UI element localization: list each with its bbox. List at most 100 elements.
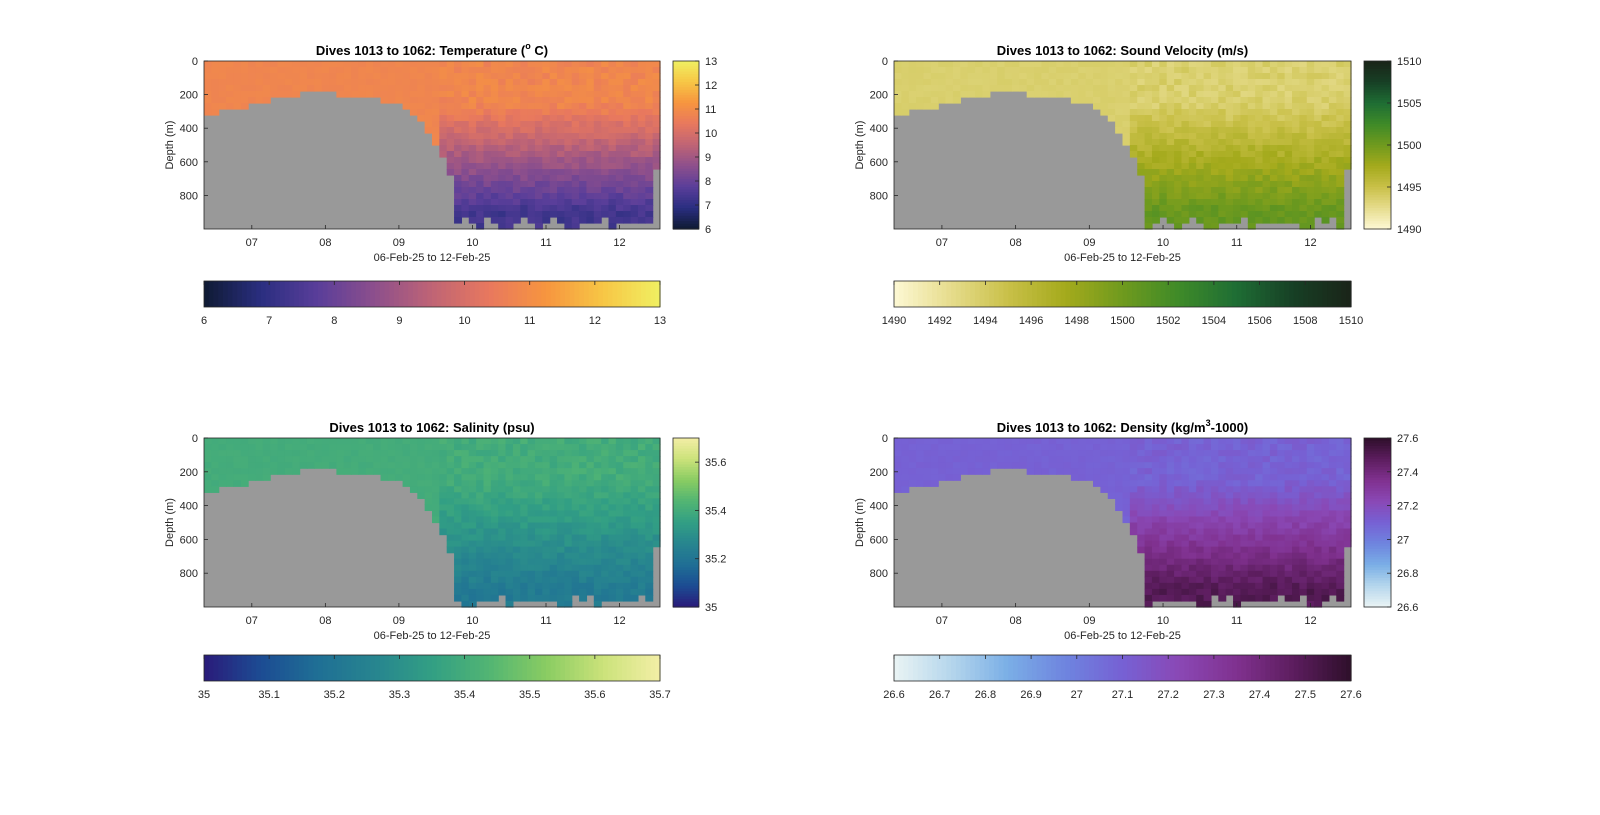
heatmap-cell <box>512 85 521 92</box>
heatmap-cell <box>637 145 646 152</box>
heatmap-cell <box>468 546 477 554</box>
heatmap-cell <box>637 504 646 512</box>
heatmap-cell <box>534 444 543 451</box>
colorbar-swatch <box>1203 281 1209 307</box>
heatmap-cell <box>1336 73 1345 80</box>
colorbar-swatch <box>673 488 699 492</box>
heatmap-cell <box>630 450 639 457</box>
heatmap-cell <box>615 217 624 224</box>
heatmap-cell <box>615 480 624 487</box>
heatmap-cell <box>652 456 661 463</box>
heatmap-cell <box>1188 576 1197 584</box>
colorbar-swatch <box>673 511 699 516</box>
heatmap-cell <box>520 109 529 116</box>
x-tick-label: 11 <box>1231 615 1242 627</box>
heatmap-cell <box>1284 588 1293 596</box>
heatmap-cell <box>542 193 551 200</box>
heatmap-cell <box>527 498 536 505</box>
heatmap-cell <box>262 468 271 475</box>
heatmap-cell <box>923 462 932 469</box>
colorbar-swatch <box>1364 116 1391 120</box>
heatmap-cell <box>446 522 455 530</box>
colorbar-swatch <box>1136 655 1143 681</box>
heatmap-cell <box>1107 85 1116 92</box>
heatmap-cell <box>1151 498 1160 505</box>
heatmap-cell <box>623 552 632 560</box>
heatmap-cell <box>1262 558 1271 566</box>
heatmap-cell <box>284 456 293 463</box>
colorbar-swatch <box>673 440 699 444</box>
heatmap-cell <box>967 61 976 68</box>
heatmap-cell <box>630 109 639 116</box>
heatmap-cell <box>1247 145 1256 152</box>
heatmap-cell <box>226 85 235 92</box>
heatmap-cell <box>1174 510 1183 518</box>
heatmap-cell <box>1107 492 1116 499</box>
colorbar-swatch <box>673 129 699 133</box>
heatmap-cell <box>1151 163 1160 170</box>
colorbar-swatch <box>1270 281 1276 307</box>
heatmap-cell <box>571 85 580 92</box>
heatmap-cell <box>483 163 492 170</box>
heatmap-cell <box>520 205 529 212</box>
heatmap-cell <box>564 139 573 146</box>
heatmap-cell <box>1233 175 1242 182</box>
heatmap-cell <box>1233 540 1242 548</box>
colorbar-swatch <box>894 655 900 681</box>
heatmap-cell <box>571 516 580 524</box>
colorbar-swatch <box>673 181 699 185</box>
heatmap-cell <box>454 588 463 596</box>
heatmap-cell <box>557 115 565 122</box>
heatmap-cell <box>373 85 382 92</box>
heatmap-cell <box>564 594 573 602</box>
heatmap-cell <box>1159 456 1168 463</box>
heatmap-cell <box>512 157 521 164</box>
heatmap-cell <box>1225 552 1234 560</box>
heatmap-cell <box>1107 450 1116 457</box>
heatmap-cell <box>549 462 558 469</box>
heatmap-cell <box>623 169 632 176</box>
heatmap-cell <box>527 474 536 481</box>
heatmap-cell <box>446 139 455 146</box>
heatmap-cell <box>505 187 514 194</box>
heatmap-cell <box>1328 127 1337 134</box>
heatmap-cell <box>542 79 551 86</box>
heatmap-cell <box>1299 181 1308 188</box>
heatmap-cell <box>894 438 902 445</box>
heatmap-cell <box>512 438 521 445</box>
heatmap-cell <box>901 79 910 86</box>
colorbar-swatch <box>1364 173 1391 178</box>
colorbar-swatch <box>673 126 699 130</box>
heatmap-cell <box>571 582 580 590</box>
heatmap-cell <box>1284 558 1293 566</box>
heatmap-cell <box>520 181 529 188</box>
heatmap-cell <box>930 97 939 104</box>
heatmap-cell <box>498 456 507 463</box>
colorbar-swatch <box>370 655 376 681</box>
heatmap-cell <box>490 67 499 74</box>
colorbar-tick-label: 26.8 <box>1397 568 1418 580</box>
heatmap-cell <box>615 582 624 590</box>
heatmap-cell <box>557 211 565 218</box>
heatmap-cell <box>512 187 521 194</box>
heatmap-cell <box>549 516 558 524</box>
heatmap-cell <box>1181 474 1190 481</box>
heatmap-cell <box>505 133 514 140</box>
heatmap-cell <box>1292 582 1300 590</box>
heatmap-cell <box>1063 462 1072 469</box>
heatmap-cell <box>461 594 470 602</box>
heatmap-cell <box>1144 594 1153 602</box>
colorbar-swatch <box>322 655 329 681</box>
heatmap-cell <box>424 498 433 505</box>
heatmap-cell <box>1240 85 1249 92</box>
heatmap-cell <box>593 588 602 596</box>
heatmap-cell <box>226 103 235 110</box>
heatmap-cell <box>1277 510 1286 518</box>
heatmap-cell <box>637 576 646 584</box>
colorbar-swatch <box>960 281 967 307</box>
heatmap-cell <box>1188 486 1197 493</box>
heatmap-cell <box>1306 133 1315 140</box>
heatmap-cell <box>483 588 492 596</box>
heatmap-cell <box>461 187 470 194</box>
heatmap-cell <box>637 480 646 487</box>
